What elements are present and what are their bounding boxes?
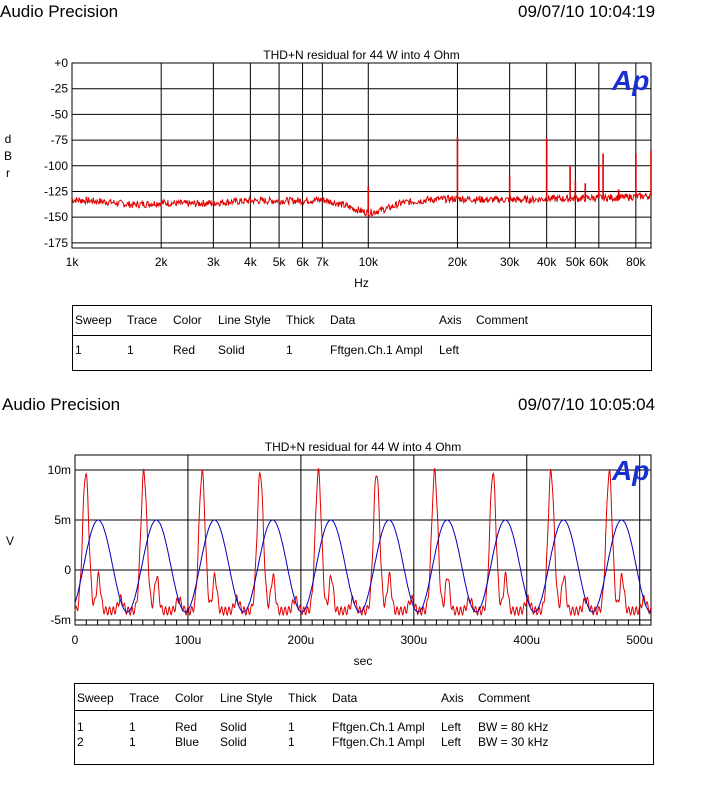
table-cell: 1 [77,720,84,734]
y-tick-label: -25 [51,82,69,96]
table-divider [73,335,651,336]
table-header-cell: Thick [288,691,317,705]
chart1-title: THD+N residual for 44 W into 4 Ohm [263,48,459,62]
table-cell: Red [173,343,196,357]
table-header-cell: Data [330,313,356,327]
table-cell: Fftgen.Ch.1 Ampl [330,343,423,357]
x-tick-label: 400u [513,633,540,647]
x-tick-label: 30k [500,255,520,269]
x-tick-label: 5k [273,255,287,269]
series-red-trace [74,468,652,617]
table-divider [75,710,653,711]
table-header-cell: Line Style [220,691,273,705]
table-header-cell: Thick [286,313,315,327]
x-tick-label: 100u [175,633,202,647]
series-blue-trace [74,519,651,613]
table-cell: Left [441,735,462,749]
table-cell: Fftgen.Ch.1 Ampl [332,720,425,734]
x-tick-label: 10k [359,255,379,269]
table-cell: 1 [129,735,136,749]
y-tick-label: -125 [44,184,68,198]
series-red-trace [71,192,652,218]
x-tick-label: 1k [66,255,80,269]
table-cell: BW = 80 kHz [478,720,549,734]
y-axis-label-char: d [5,132,12,146]
table-header-cell: Line Style [218,313,271,327]
brand-title-2: Audio Precision [2,395,121,414]
ap-logo: Ap [611,455,649,486]
x-tick-label: 200u [288,633,315,647]
x-tick-label: 500u [626,633,653,647]
y-tick-label: -150 [44,210,68,224]
y-tick-label: 5m [54,513,71,527]
table-cell: Solid [220,735,247,749]
legend-table-1: Sweep Trace Color Line Style Thick Data Axis Co… [72,305,652,371]
y-tick-label: 10m [48,463,71,477]
brand-title-1: Audio Precision [0,2,119,21]
table-header-cell: Comment [476,313,529,327]
table-header-cell: Axis [441,691,464,705]
y-tick-label: +0 [54,56,68,70]
x-tick-label: 2k [155,255,169,269]
fft-chart: THD+N residual for 44 W into 4 Ohm 1k 2k 3k… [4,48,652,290]
table-cell: 2 [77,735,84,749]
x-tick-label: 3k [207,255,221,269]
x-tick-label: 7k [316,255,330,269]
time-chart: THD+N residual for 44 W into 4 Ohm 0 100u 2… [6,440,653,668]
table-cell: 1 [129,720,136,734]
table-header-cell: Comment [478,691,531,705]
table-cell: Solid [218,343,245,357]
y-tick-label: -100 [44,159,68,173]
y-axis-label: V [6,534,14,548]
x-tick-label: 6k [296,255,310,269]
y-tick-label: 0 [64,563,71,577]
x-axis-label: sec [354,654,373,668]
x-tick-label: 0 [72,633,79,647]
table-header-cell: Axis [439,313,462,327]
table-cell: 1 [288,720,295,734]
table-cell: 1 [288,735,295,749]
x-tick-label: 4k [244,255,258,269]
table-cell: Left [441,720,462,734]
plot-frame [74,454,652,626]
table-cell: Left [439,343,460,357]
table-header-cell: Sweep [77,691,114,705]
table-header-cell: Color [173,313,202,327]
y-tick-label: -5m [50,613,71,627]
x-tick-label: 80k [626,255,646,269]
table-cell: 1 [286,343,293,357]
table-cell: Blue [175,735,200,749]
x-tick-label: 40k [537,255,557,269]
table-cell: Fftgen.Ch.1 Ampl [332,735,425,749]
y-tick-label: -50 [51,107,69,121]
y-tick-label: -175 [44,236,68,250]
x-axis-label: Hz [354,276,369,290]
table-header-cell: Sweep [75,313,112,327]
table-cell: 1 [127,343,134,357]
table-cell: Solid [220,720,247,734]
legend-table-2: Sweep Trace Color Line Style Thick Data Axis Co… [74,683,654,765]
table-header-cell: Trace [127,313,158,327]
timestamp-2: 09/07/10 10:05:04 [518,395,656,414]
table-header-cell: Color [175,691,204,705]
chart2-title: THD+N residual for 44 W into 4 Ohm [265,440,461,454]
x-tick-label: 60k [589,255,609,269]
y-tick-label: -75 [51,133,69,147]
table-header-cell: Data [332,691,358,705]
table-header-cell: Trace [129,691,160,705]
x-tick-label: 300u [400,633,427,647]
y-axis-label-char: r [6,166,10,180]
table-cell: 1 [75,343,82,357]
plot-frame [71,62,652,249]
timestamp-1: 09/07/10 10:04:19 [518,2,656,21]
x-tick-label: 50k [566,255,586,269]
y-axis-label-char: B [4,149,12,163]
x-tick-label: 20k [448,255,468,269]
table-cell: BW = 30 kHz [478,735,549,749]
table-cell: Red [175,720,198,734]
ap-logo: Ap [611,65,649,96]
